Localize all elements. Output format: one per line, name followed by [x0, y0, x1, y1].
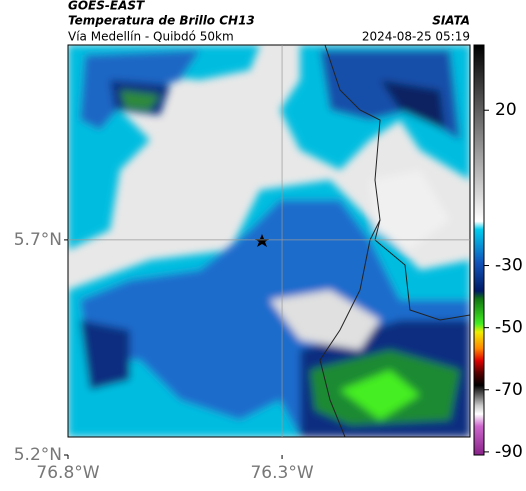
product: Temperatura de Brillo CH13 — [68, 14, 255, 28]
lat-tick-label: 5.2°N — [14, 445, 62, 465]
colorbar-tick-label: -90 — [495, 442, 523, 462]
colorbar-tick-label: -30 — [495, 256, 523, 276]
colorbar-tick-label: -50 — [495, 318, 523, 338]
lat-tick-label: 5.7°N — [14, 230, 62, 250]
source: SIATA — [432, 14, 470, 28]
colorbar-tick-label: -70 — [495, 380, 523, 400]
datetime: 2024-08-25 05:19 — [362, 30, 470, 44]
lon-tick-label: 76.3°W — [250, 463, 313, 483]
location-star — [255, 234, 269, 247]
satellite: GOES-EAST — [68, 0, 145, 13]
colorbar-tick-label: 20 — [495, 100, 517, 120]
lon-tick-label: 76.8°W — [36, 463, 99, 483]
colorbar — [473, 44, 485, 456]
satellite-image — [68, 45, 470, 437]
map-frame — [67, 44, 471, 438]
route: Vía Medellín - Quibdó 50km — [68, 30, 234, 44]
